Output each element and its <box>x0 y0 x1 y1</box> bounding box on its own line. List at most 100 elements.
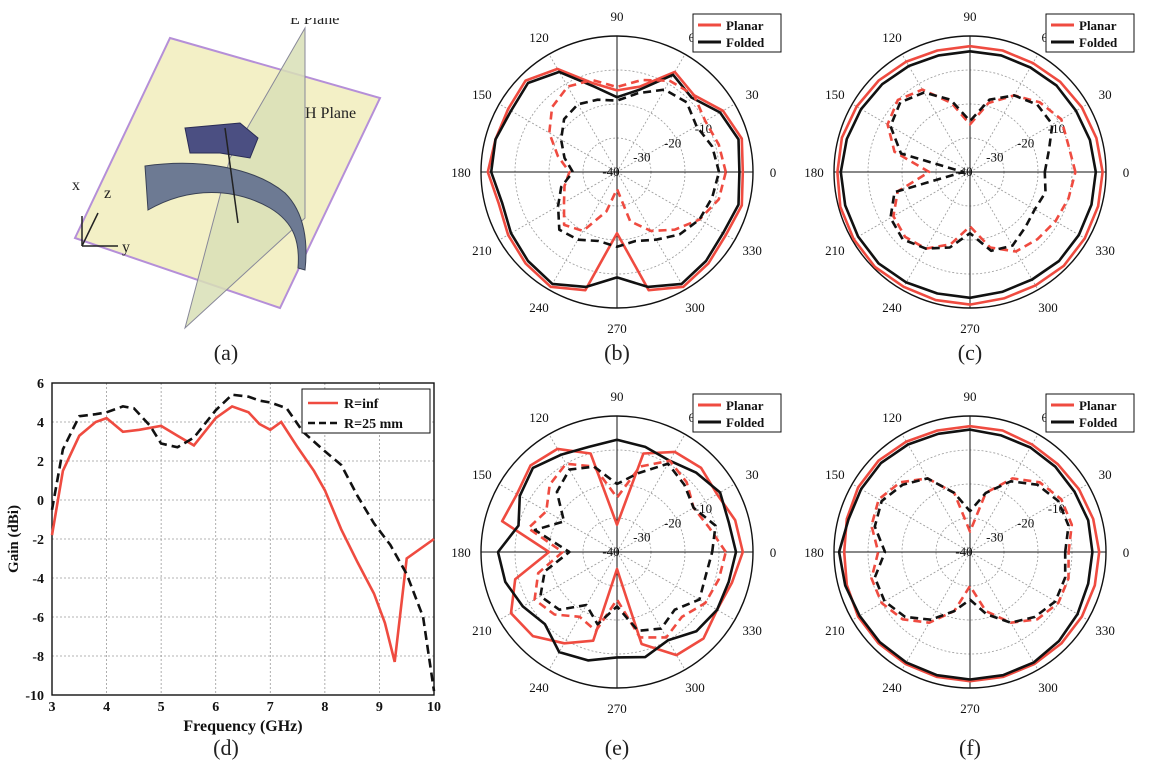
x-tick-label: 9 <box>376 700 383 715</box>
gain-line-chart: 3 4 5 6 7 8 9 10 -10 -8 -6 -4 -2 0 2 4 6 Frequency (GHz) G… <box>0 375 450 735</box>
radial-tick-label: -30 <box>986 530 1003 545</box>
angle-gridline <box>852 551 971 621</box>
legend-label: Planar <box>1079 18 1117 33</box>
antenna-feed-line <box>224 127 239 224</box>
angle-tick-label: 0 <box>1123 545 1130 560</box>
angle-tick-label: 270 <box>960 701 980 716</box>
pattern-trace-2 <box>489 70 741 289</box>
radial-tick-label: -40 <box>602 164 619 179</box>
y-tick-label: 4 <box>37 416 44 431</box>
pattern-trace-4 <box>889 91 1054 253</box>
pattern-trace-1 <box>486 67 745 292</box>
e-plane-label: E Plane <box>290 18 339 28</box>
polar-chart-c-svg: 0306090120150180210240270300330-10-20-30… <box>804 9 1135 336</box>
caption-d: (d) <box>213 735 239 760</box>
y-tick-label: 0 <box>37 494 44 509</box>
angle-tick-label: 330 <box>742 243 762 258</box>
radial-tick-label: -20 <box>664 135 681 150</box>
x-tick-label: 3 <box>49 700 56 715</box>
angle-tick-label: 180 <box>451 545 471 560</box>
angle-gridline <box>969 171 1088 241</box>
gain-line-chart-svg: 3 4 5 6 7 8 9 10 -10 -8 -6 -4 -2 0 2 4 6 Frequency (GHz) G… <box>6 377 441 735</box>
legend-label: Folded <box>1079 35 1118 50</box>
antenna-curved-substrate <box>144 162 307 271</box>
angle-tick-label: 90 <box>611 9 624 24</box>
legend-label: R=inf <box>344 397 379 412</box>
angle-tick-label: 90 <box>611 389 624 404</box>
antenna-diagram-svg: E Plane H Plane x z y <box>72 11 382 330</box>
polar-chart-f-svg: 0306090120150180210240270300330-10-20-30… <box>804 389 1135 716</box>
series-line-r-25mm <box>50 393 436 692</box>
angle-tick-label: 270 <box>607 321 627 336</box>
angle-gridline <box>969 551 1088 621</box>
caption-b: (b) <box>604 340 630 365</box>
legend-label: R=25 mm <box>344 417 403 432</box>
angle-tick-label: 30 <box>1099 467 1112 482</box>
angle-tick-label: 120 <box>882 410 902 425</box>
angle-gridline <box>548 171 618 290</box>
radial-tick-label: -20 <box>664 515 681 530</box>
angle-tick-label: 330 <box>742 623 762 638</box>
x-tick-label: 5 <box>158 700 165 715</box>
legend-label: Planar <box>1079 398 1117 413</box>
pattern-trace-4 <box>556 88 721 249</box>
angle-gridline <box>901 551 971 670</box>
angle-tick-label: 150 <box>825 467 845 482</box>
radial-tick-label: -30 <box>633 530 650 545</box>
x-tick-label: 7 <box>267 700 274 715</box>
axis-z-label: z <box>104 185 111 202</box>
pattern-trace-2 <box>837 428 1094 681</box>
y-tick-label: -6 <box>32 611 44 626</box>
angle-tick-label: 90 <box>964 389 977 404</box>
angle-tick-label: 210 <box>825 623 845 638</box>
angle-gridline <box>969 54 1039 173</box>
polar-chart-c: 0306090120150180210240270300330-10-20-30… <box>798 0 1143 345</box>
pattern-trace-4 <box>873 477 1070 624</box>
angle-gridline <box>969 483 1088 553</box>
y-tick-label: -2 <box>32 533 44 548</box>
angle-gridline <box>969 171 1039 290</box>
legend-box <box>301 388 431 434</box>
x-tick-label: 8 <box>321 700 328 715</box>
angle-tick-label: 330 <box>1095 243 1115 258</box>
radial-tick-label: -30 <box>986 150 1003 165</box>
polar-chart-e: 0306090120150180210240270300330-10-20-30… <box>445 380 790 725</box>
angle-tick-label: 270 <box>607 701 627 716</box>
pattern-trace-1 <box>500 447 745 657</box>
caption-e: (e) <box>604 735 630 760</box>
polar-chart-b-svg: 0306090120150180210240270300330-10-20-30… <box>451 9 782 336</box>
legend-box <box>1045 13 1135 53</box>
angle-gridline <box>852 103 971 173</box>
caption-f: (f) <box>959 735 981 760</box>
angle-tick-label: 240 <box>529 680 549 695</box>
antenna-upper-patch <box>184 122 259 159</box>
angle-tick-label: 330 <box>1095 623 1115 638</box>
radial-tick-label: -40 <box>955 544 972 559</box>
angle-gridline <box>852 483 971 553</box>
angle-tick-label: 240 <box>882 300 902 315</box>
angle-tick-label: 0 <box>770 165 777 180</box>
radial-tick-label: -10 <box>695 501 712 516</box>
angle-tick-label: 300 <box>1038 680 1058 695</box>
legend-box <box>692 13 782 53</box>
angle-tick-label: 150 <box>472 467 492 482</box>
pattern-trace-3 <box>886 88 1077 253</box>
legend-label: Folded <box>726 35 765 50</box>
angle-tick-label: 180 <box>451 165 471 180</box>
radial-tick-label: -10 <box>1048 501 1065 516</box>
angle-tick-label: 150 <box>825 87 845 102</box>
angle-gridline <box>901 434 971 553</box>
angle-tick-label: 240 <box>882 680 902 695</box>
angle-tick-label: 30 <box>1099 87 1112 102</box>
legend-box <box>692 393 782 433</box>
pattern-trace-3 <box>527 459 728 639</box>
h-plane-label: H Plane <box>305 105 356 122</box>
pattern-trace-3 <box>870 477 1074 624</box>
x-tick-label: 4 <box>103 700 110 715</box>
angle-gridline <box>548 54 618 173</box>
polar-chart-e-svg: 0306090120150180210240270300330-10-20-30… <box>451 389 782 716</box>
angle-tick-label: 300 <box>1038 300 1058 315</box>
radial-tick-label: -20 <box>1017 135 1034 150</box>
y-tick-label: -4 <box>32 572 44 587</box>
y-axis-label: Gain (dBi) <box>6 505 22 573</box>
